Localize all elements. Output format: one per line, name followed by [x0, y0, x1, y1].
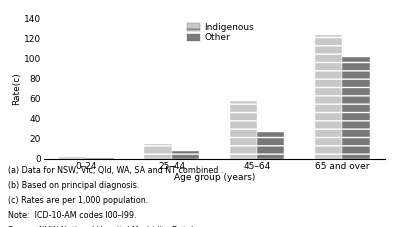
Bar	[257, 132, 284, 159]
Text: (a) Data for NSW, Vic, Qld, WA, SA and NT combined .: (a) Data for NSW, Vic, Qld, WA, SA and N…	[8, 166, 224, 175]
Y-axis label: Rate(c): Rate(c)	[12, 72, 21, 105]
X-axis label: Age group (years): Age group (years)	[174, 173, 255, 183]
Text: (c) Rates are per 1,000 population.: (c) Rates are per 1,000 population.	[8, 196, 148, 205]
Text: Source:: Source:	[8, 226, 41, 227]
Bar	[59, 157, 87, 159]
Text: AIHW National Hospital Morbidity Database: AIHW National Hospital Morbidity Databas…	[37, 226, 210, 227]
Bar	[145, 144, 172, 159]
Bar	[172, 151, 199, 159]
Bar	[315, 35, 342, 159]
Text: (b) Based on principal diagnosis.: (b) Based on principal diagnosis.	[8, 181, 139, 190]
Text: Note:  ICD-10-AM codes I00–I99.: Note: ICD-10-AM codes I00–I99.	[8, 211, 137, 220]
Bar	[230, 101, 257, 159]
Bar	[342, 57, 370, 159]
Bar	[87, 158, 114, 159]
Legend: Indigenous, Other: Indigenous, Other	[185, 21, 256, 44]
